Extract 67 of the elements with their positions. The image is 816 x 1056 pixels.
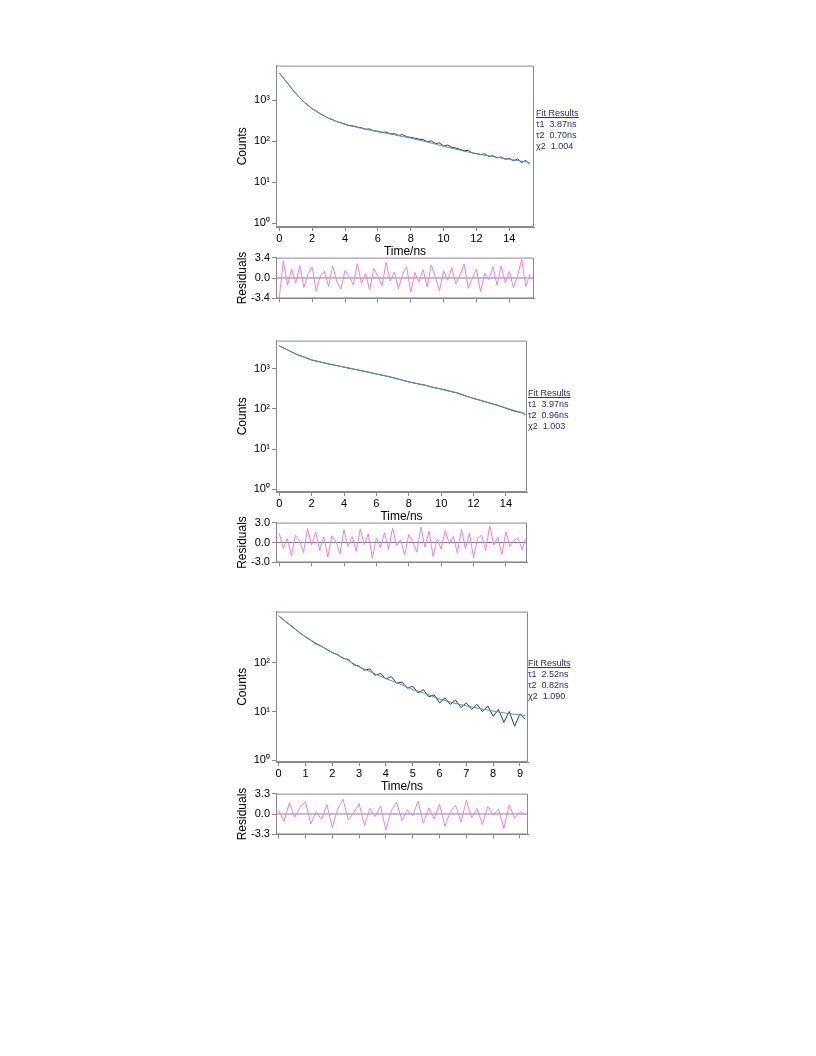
text: τ2 0.96ns [528,410,570,421]
y-axis-title: Counts [234,397,249,436]
y-tick-label: 10¹ [254,704,271,717]
x-tick-label: 6 [374,231,381,244]
x-tick-label: 12 [470,231,483,244]
text: τ2 0.82ns [528,680,570,691]
x-tick-label: 6 [373,496,380,509]
x-tick-label: 2 [308,496,315,509]
y-tick-label: 3.4 [254,250,270,263]
text: Fit Results [528,388,571,399]
x-tick-label: 5 [409,766,416,779]
y-tick-label: 0.0 [254,807,270,820]
x-tick-label: 8 [490,766,497,779]
x-tick-label: 8 [405,496,412,509]
y-tick-label: 3.3 [254,786,270,799]
y-tick-label: -3.0 [251,555,270,568]
x-tick-label: 0 [276,496,283,509]
x-tick-label: 10 [435,496,448,509]
text: τ1 3.87ns [536,119,578,130]
x-axis-title: Time/ns [380,779,424,794]
x-tick-label: 10 [437,231,450,244]
y-tick-label: 10³ [254,93,271,106]
x-tick-label: 4 [382,766,389,779]
y-tick-label: -3.3 [251,827,270,840]
text: τ2 0.70ns [536,130,578,141]
x-tick-label: 0 [275,766,282,779]
y-tick-label: 10² [254,655,271,668]
y-axis-title: Residuals [234,516,249,569]
text: χ2 1.090 [528,691,567,702]
text: τ1 2.52ns [528,669,570,680]
y-tick-label: 3.0 [254,515,270,528]
y-axis-title: Residuals [234,787,249,841]
y-tick-label: 0.0 [254,271,270,284]
x-axis-title: Time/ns [383,244,427,259]
x-tick-label: 2 [329,766,336,779]
y-axis-title: Counts [234,127,249,166]
x-tick-label: 14 [503,231,516,244]
y-tick-label: 10² [254,134,271,147]
y-axis-title: Residuals [234,251,249,305]
x-tick-label: 0 [276,231,283,244]
y-tick-label: -3.4 [251,291,270,304]
text: Fit Results [528,658,571,669]
y-tick-label: 10¹ [254,175,271,188]
x-tick-label: 12 [467,496,480,509]
x-axis-title: Time/ns [380,509,423,524]
y-tick-label: 10⁰ [253,482,270,495]
y-tick-label: 10⁰ [253,753,270,766]
y-tick-label: 10¹ [254,442,271,455]
x-tick-label: 8 [407,231,414,244]
text: τ1 3.97ns [528,399,570,410]
x-tick-label: 7 [463,766,470,779]
x-tick-label: 1 [302,766,309,779]
text: χ2 1.004 [536,141,575,152]
x-tick-label: 9 [516,766,524,779]
y-tick-label: 0.0 [254,535,270,548]
y-tick-label: 10³ [254,361,271,374]
x-tick-label: 4 [341,231,349,244]
x-tick-label: 14 [499,496,513,509]
x-tick-label: 6 [436,766,443,779]
x-tick-label: 3 [356,766,363,779]
text: Fit Results [536,108,579,119]
x-tick-label: 4 [340,496,348,509]
y-tick-label: 10⁰ [253,216,270,229]
text: χ2 1.003 [528,421,567,432]
x-tick-label: 2 [309,231,316,244]
y-axis-title: Counts [234,667,249,706]
y-tick-label: 10² [254,401,271,414]
